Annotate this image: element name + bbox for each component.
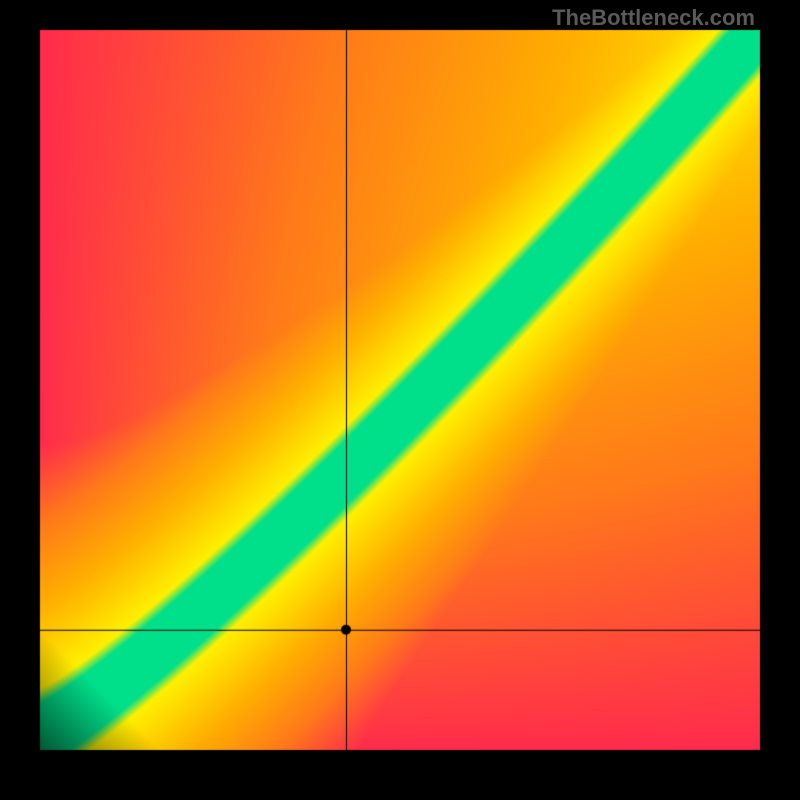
heatmap-canvas [0, 0, 800, 800]
watermark-text: TheBottleneck.com [552, 5, 755, 31]
chart-container: TheBottleneck.com [0, 0, 800, 800]
